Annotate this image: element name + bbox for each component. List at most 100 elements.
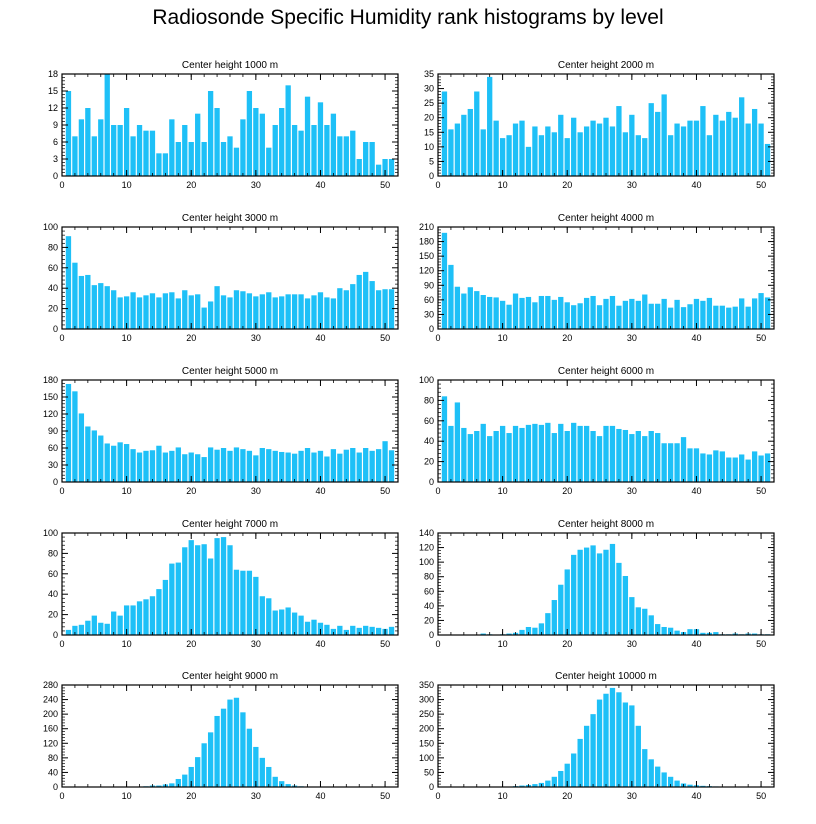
histogram-bar [461, 293, 467, 329]
histogram-bar [713, 450, 719, 482]
y-tick-label: 0 [429, 171, 434, 181]
histogram-bar [448, 425, 454, 482]
histogram-bar [175, 298, 181, 329]
histogram-bar [201, 142, 207, 176]
histogram-bar [480, 295, 486, 329]
histogram-bar [616, 692, 622, 787]
histogram-bar [461, 114, 467, 176]
histogram-bar [648, 615, 654, 635]
histogram-bar [253, 576, 259, 635]
histogram-bar [648, 431, 654, 482]
histogram-bar [169, 119, 175, 176]
histogram-bar [324, 125, 330, 176]
histogram-bar [201, 743, 207, 787]
y-tick-label: 80 [48, 242, 58, 252]
histogram-bar [642, 608, 648, 635]
histogram-bar [480, 129, 486, 176]
histogram-bar [240, 291, 246, 329]
histogram-bar [467, 434, 473, 482]
y-tick-label: 15 [48, 86, 58, 96]
y-tick-label: 3 [53, 154, 58, 164]
histogram-bar [156, 297, 162, 329]
histogram-bar [583, 547, 590, 635]
histogram-bar [512, 293, 519, 329]
histogram-bar [719, 120, 725, 176]
histogram-bar [545, 295, 551, 329]
histogram-bar [149, 130, 156, 176]
histogram-bar [629, 114, 635, 176]
histogram-bar [375, 290, 382, 329]
histogram-bar [72, 262, 78, 329]
histogram-bar [227, 699, 233, 787]
histogram-bar [687, 304, 693, 329]
histogram-panel: Center height 8000 m 0 10 20 30 40 50 0 20 40 60 80… [419, 519, 775, 649]
y-tick-label: 80 [424, 395, 434, 405]
histogram-bar [590, 120, 596, 176]
y-tick-label: 30 [424, 84, 434, 94]
histogram-bar [519, 120, 525, 176]
histogram-bar [499, 138, 506, 176]
histogram-bar [642, 436, 648, 482]
histogram-bar [304, 448, 311, 482]
histogram-panel: Center height 3000 m 0 10 20 30 40 50 0 20 40 60 80… [43, 213, 399, 343]
y-tick-label: 12 [48, 103, 58, 113]
x-tick-label: 30 [251, 486, 261, 496]
x-tick-label: 50 [756, 791, 766, 801]
y-tick-label: 200 [43, 709, 58, 719]
histogram-bar [246, 91, 253, 176]
histogram-bar [629, 298, 635, 329]
x-tick-label: 40 [691, 639, 701, 649]
x-tick-label: 10 [498, 791, 508, 801]
histogram-bar [532, 126, 538, 176]
y-tick-label: 20 [424, 615, 434, 625]
histogram-bar [291, 612, 298, 635]
histogram-bar [655, 766, 661, 787]
histogram-bar [583, 425, 590, 482]
histogram-bar [123, 296, 130, 329]
histogram-bar [317, 622, 324, 635]
histogram-bar [156, 785, 162, 787]
histogram-bar [713, 114, 719, 176]
histogram-bar [609, 687, 616, 787]
x-tick-label: 40 [315, 486, 325, 496]
histogram-bar [266, 449, 272, 482]
histogram-bar [136, 452, 143, 482]
histogram-bar [441, 232, 448, 329]
histogram-bar [706, 135, 713, 176]
y-tick-label: 15 [424, 127, 434, 137]
histogram-bar [596, 699, 603, 787]
histogram-bar [751, 633, 758, 635]
histogram-bar [317, 102, 324, 176]
histogram-bar [480, 423, 486, 482]
histogram-bar [330, 449, 337, 482]
histogram-bar [758, 293, 764, 329]
histogram-bar [706, 454, 713, 482]
panel-title: Center height 1000 m [182, 60, 278, 71]
histogram-bar [629, 705, 635, 787]
histogram-panel: Center height 9000 m 0 10 20 30 40 50 0 40 80 120 1… [43, 671, 399, 801]
histogram-bar [169, 292, 175, 329]
histogram-bar [538, 295, 545, 329]
histogram-bar [285, 294, 291, 329]
y-tick-label: 100 [43, 528, 58, 538]
histogram-bar [629, 597, 635, 635]
histogram-bar [233, 569, 240, 635]
histogram-bar [609, 425, 616, 482]
histogram-bar [726, 307, 732, 329]
histogram-bar [616, 106, 622, 176]
y-tick-label: 120 [419, 266, 434, 276]
histogram-bar [220, 537, 227, 635]
histogram-bar [454, 402, 461, 482]
histogram-bar [726, 457, 732, 482]
histogram-bar [551, 600, 557, 635]
histogram-bar [98, 622, 104, 635]
histogram-bar [499, 300, 506, 329]
histogram-bar [285, 784, 291, 787]
histogram-bar [117, 615, 123, 635]
y-tick-label: 20 [48, 610, 58, 620]
x-tick-label: 0 [59, 486, 64, 496]
x-tick-label: 30 [251, 180, 261, 190]
histogram-bar [279, 451, 285, 482]
x-tick-label: 20 [186, 639, 196, 649]
histogram-bar [674, 780, 680, 787]
